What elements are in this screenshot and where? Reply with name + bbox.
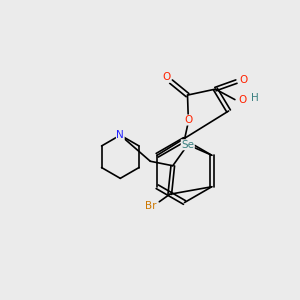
Text: O: O [240,75,248,85]
Text: O: O [162,72,171,82]
Text: Br: Br [145,201,156,211]
Text: O: O [238,94,247,105]
Text: H: H [250,93,258,103]
Text: N: N [116,130,124,140]
Text: Se: Se [181,140,194,150]
Text: O: O [184,115,193,125]
